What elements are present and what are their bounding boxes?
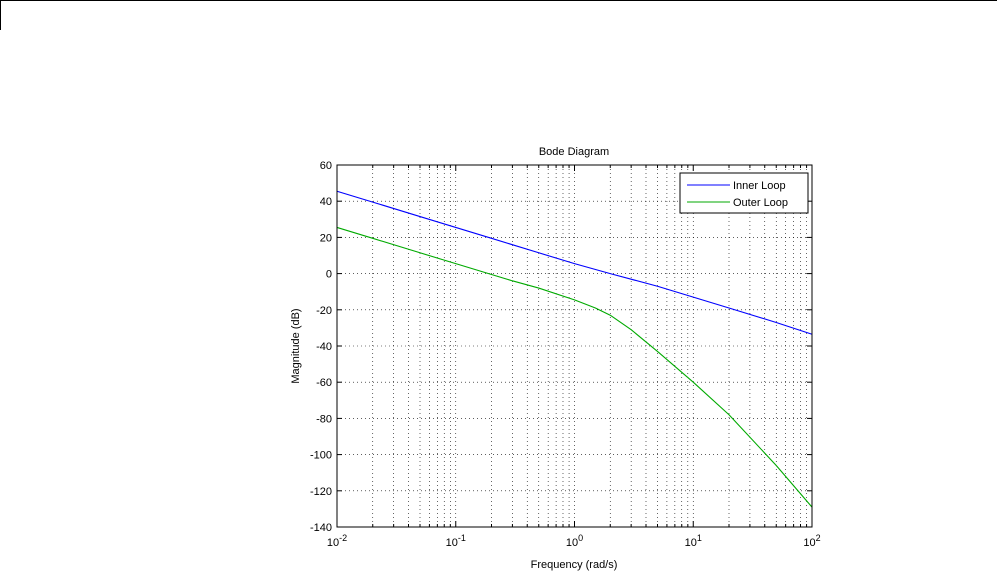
legend-label: Outer Loop — [733, 197, 788, 209]
y-tick-label: -140 — [310, 522, 332, 534]
top-border-line — [0, 0, 997, 1]
x-tick-label-exponent: 1 — [697, 533, 702, 543]
grid-lines — [337, 165, 812, 527]
y-tick-label: -20 — [316, 305, 332, 317]
legend-box — [679, 172, 809, 214]
y-axis-label: Magnitude (dB) — [290, 308, 302, 383]
series-layer — [336, 190, 813, 508]
y-tick-label: 60 — [320, 160, 332, 172]
x-tick-label-base: 10 — [566, 537, 578, 549]
chart-title: Bode Diagram — [539, 146, 609, 158]
y-tick-label: -40 — [316, 341, 332, 353]
series-line-outer-loop — [336, 226, 813, 508]
y-tick-label: 20 — [320, 232, 332, 244]
x-tick-label: 102 — [803, 533, 820, 549]
legend-label: Inner Loop — [733, 180, 786, 192]
x-tick-label: 100 — [566, 533, 583, 549]
x-tick-label: 101 — [685, 533, 702, 549]
legend: Inner Loop Outer Loop — [679, 172, 809, 214]
x-tick-label-base: 10 — [327, 537, 339, 549]
x-axis-label: Frequency (rad/s) — [531, 559, 618, 571]
x-tick-label: 10-2 — [327, 533, 347, 549]
x-tick-label-base: 10 — [446, 537, 458, 549]
y-tick-label: -100 — [310, 450, 332, 462]
x-tick-label-exponent: 2 — [816, 533, 821, 543]
x-tick-label-exponent: 0 — [578, 533, 583, 543]
y-tick-label: -120 — [310, 486, 332, 498]
left-border-mark — [0, 0, 1, 30]
y-tick-label: 0 — [326, 269, 332, 281]
x-tick-label-base: 10 — [803, 537, 815, 549]
x-tick-label-exponent: -1 — [458, 533, 466, 543]
x-tick-label-exponent: -2 — [339, 533, 347, 543]
y-tick-label: 40 — [320, 196, 332, 208]
x-tick-label-base: 10 — [685, 537, 697, 549]
series-line-inner-loop — [336, 190, 813, 335]
x-tick-label: 10-1 — [446, 533, 466, 549]
y-tick-label: -80 — [316, 413, 332, 425]
y-tick-label: -60 — [316, 377, 332, 389]
